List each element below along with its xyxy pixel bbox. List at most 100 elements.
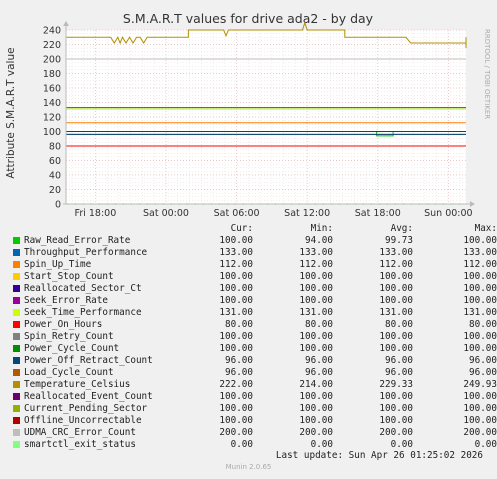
legend-color-swatch bbox=[13, 333, 20, 340]
legend-min-value: 0.00 bbox=[310, 439, 333, 450]
grid bbox=[66, 29, 466, 205]
legend-swatch-cell bbox=[12, 415, 24, 427]
legend-min-value: 100.00 bbox=[299, 271, 333, 282]
x-tick-label: Fri 18:00 bbox=[75, 208, 117, 219]
legend-max-value: 100.00 bbox=[463, 271, 497, 282]
legend-color-swatch bbox=[13, 393, 20, 400]
chart-title: S.M.A.R.T values for drive ada2 - by day bbox=[123, 11, 374, 26]
legend-min-value: 100.00 bbox=[299, 415, 333, 426]
legend-series-name: Temperature_Celsius bbox=[24, 379, 131, 390]
legend-avg-value: 100.00 bbox=[379, 343, 413, 354]
y-tick-label: 160 bbox=[43, 84, 61, 95]
legend-color-swatch bbox=[13, 441, 20, 448]
y-tick-label: 60 bbox=[49, 156, 61, 167]
legend-min-value: 100.00 bbox=[299, 403, 333, 414]
legend-min-value: 133.00 bbox=[299, 247, 333, 258]
legend-color-swatch bbox=[13, 381, 20, 388]
legend-min-value: 131.00 bbox=[299, 307, 333, 318]
legend-cur-value: 133.00 bbox=[219, 247, 253, 258]
legend-color-swatch bbox=[13, 357, 20, 364]
legend-avg-value: 100.00 bbox=[379, 283, 413, 294]
legend-avg-value: 100.00 bbox=[379, 403, 413, 414]
y-tick-label: 200 bbox=[43, 55, 61, 66]
legend-min-value: 214.00 bbox=[299, 379, 333, 390]
legend-max-value: 96.00 bbox=[469, 355, 497, 366]
legend-swatch-cell bbox=[12, 283, 24, 295]
legend-row: Power_Cycle_Count 100.00 100.00 100.00 100.0… bbox=[12, 343, 497, 355]
legend-avg-value: 80.00 bbox=[385, 319, 413, 330]
legend-max-value: 0.00 bbox=[474, 439, 497, 450]
legend-max-value: 112.00 bbox=[463, 259, 497, 270]
legend-min-value: 100.00 bbox=[299, 283, 333, 294]
legend-swatch-cell bbox=[12, 367, 24, 379]
legend-avg-value: 0.00 bbox=[390, 439, 413, 450]
y-tick-label: 180 bbox=[43, 69, 61, 80]
legend-min-value: 80.00 bbox=[305, 319, 333, 330]
legend-series-name: Current_Pending_Sector bbox=[24, 403, 148, 414]
legend-series-name: Reallocated_Event_Count bbox=[24, 391, 153, 402]
legend-color-swatch bbox=[13, 237, 20, 244]
munin-version: Munin 2.0.65 bbox=[225, 463, 272, 471]
legend-min-value: 100.00 bbox=[299, 295, 333, 306]
legend-swatch-cell bbox=[12, 355, 24, 367]
legend-series-name: Raw_Read_Error_Rate bbox=[24, 235, 131, 246]
legend-color-swatch bbox=[13, 405, 20, 412]
legend-header-row: Cur: Min: Avg: Max: bbox=[12, 223, 497, 235]
legend-min-value: 112.00 bbox=[299, 259, 333, 270]
legend-max-value: 96.00 bbox=[469, 367, 497, 378]
legend-avg-value: 229.33 bbox=[379, 379, 413, 390]
col-max-header: Max: bbox=[474, 223, 497, 234]
legend-max-value: 100.00 bbox=[463, 235, 497, 246]
legend-max-value: 100.00 bbox=[463, 343, 497, 354]
legend-row: smartctl_exit_status 0.00 0.00 0.00 0.00 bbox=[12, 439, 497, 451]
legend-swatch-cell bbox=[12, 295, 24, 307]
legend-swatch-cell bbox=[12, 391, 24, 403]
legend-series-name: Power_On_Hours bbox=[24, 319, 103, 330]
legend-avg-value: 112.00 bbox=[379, 259, 413, 270]
legend-row: Spin_Retry_Count 100.00 100.00 100.00 100.00 bbox=[12, 331, 497, 343]
legend-max-value: 100.00 bbox=[463, 295, 497, 306]
x-axis-arrow bbox=[470, 201, 475, 207]
col-cur-header: Cur: bbox=[230, 223, 253, 234]
x-tick-labels: Fri 18:00 Sat 00:00 Sat 06:00 Sat 12:00 Sat … bbox=[75, 208, 473, 219]
legend-row: Throughput_Performance 133.00 133.00 133.00… bbox=[12, 247, 497, 259]
legend-series-name: Start_Stop_Count bbox=[24, 271, 114, 282]
legend-avg-value: 100.00 bbox=[379, 415, 413, 426]
legend-series-name: Reallocated_Sector_Ct bbox=[24, 283, 142, 294]
legend-min-value: 96.00 bbox=[305, 355, 333, 366]
legend-cur-value: 222.00 bbox=[219, 379, 253, 390]
legend-row: Offline_Uncorrectable 100.00 100.00 100.00 1… bbox=[12, 415, 497, 427]
y-tick-labels: 0 20 40 60 80 100 120 140 160 180 200 220 240 bbox=[43, 26, 61, 211]
legend-cur-value: 100.00 bbox=[219, 283, 253, 294]
x-tick-label: Sat 18:00 bbox=[355, 208, 401, 219]
legend-row: Raw_Read_Error_Rate 100.00 94.00 99.73 100.0… bbox=[12, 235, 497, 247]
legend-swatch-cell bbox=[12, 307, 24, 319]
legend-swatch-cell bbox=[12, 343, 24, 355]
legend-swatch-cell bbox=[12, 427, 24, 439]
legend-avg-value: 99.73 bbox=[385, 235, 413, 246]
y-tick-label: 40 bbox=[49, 171, 61, 182]
legend-cur-value: 96.00 bbox=[225, 355, 253, 366]
legend-color-swatch bbox=[13, 297, 20, 304]
legend-color-swatch bbox=[13, 261, 20, 268]
legend-color-swatch bbox=[13, 345, 20, 352]
legend-series-name: Offline_Uncorrectable bbox=[24, 415, 142, 426]
legend-row: UDMA_CRC_Error_Count 200.00 200.00 200.00 20… bbox=[12, 427, 497, 439]
chart-canvas: S.M.A.R.T values for drive ada2 - by day… bbox=[5, 11, 491, 219]
axes bbox=[63, 21, 475, 207]
legend-color-swatch bbox=[13, 249, 20, 256]
y-tick-label: 80 bbox=[49, 142, 61, 153]
legend-cur-value: 80.00 bbox=[225, 319, 253, 330]
legend-swatch-cell bbox=[12, 319, 24, 331]
legend-avg-value: 133.00 bbox=[379, 247, 413, 258]
legend-cur-value: 131.00 bbox=[219, 307, 253, 318]
legend-min-value: 200.00 bbox=[299, 427, 333, 438]
legend-avg-value: 96.00 bbox=[385, 355, 413, 366]
legend-swatch-cell bbox=[12, 379, 24, 391]
legend-series-name: Throughput_Performance bbox=[24, 247, 148, 258]
legend-row: Start_Stop_Count 100.00 100.00 100.00 100.00 bbox=[12, 271, 497, 283]
legend-row: Temperature_Celsius 222.00 214.00 229.33 249… bbox=[12, 379, 497, 391]
y-axis-label: Attribute S.M.A.R.T value bbox=[5, 47, 17, 178]
legend-row: Power_Off_Retract_Count 96.00 96.00 96.00 96… bbox=[12, 355, 497, 367]
